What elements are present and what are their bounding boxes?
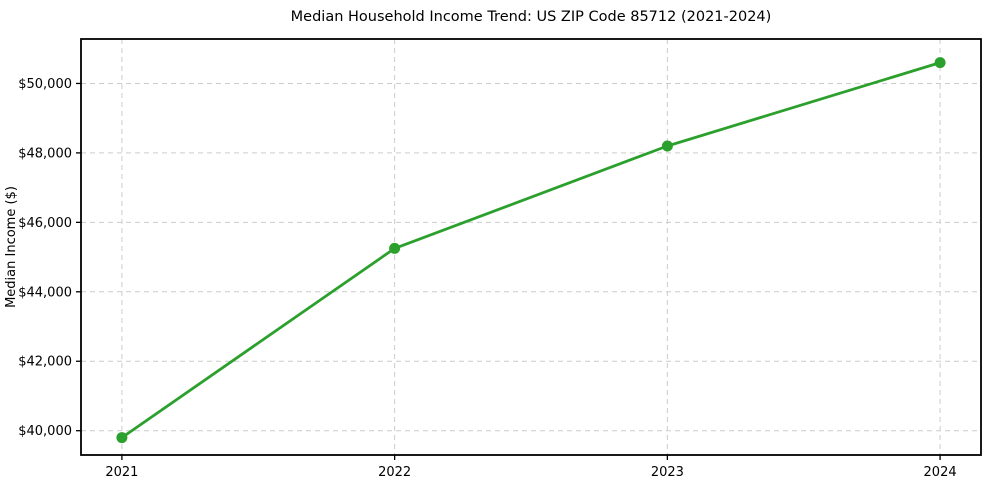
y-tick-label: $46,000 [18, 216, 72, 231]
data-point-marker [661, 140, 673, 152]
data-point-marker [389, 242, 401, 254]
y-axis-label: Median Income ($) [4, 186, 19, 308]
plot-border [80, 38, 982, 456]
y-tick-label: $50,000 [18, 77, 72, 92]
y-tick-label: $48,000 [18, 146, 72, 161]
y-tick-label: $40,000 [18, 424, 72, 439]
x-tick-label: 2023 [651, 465, 684, 480]
x-tick-label: 2022 [378, 465, 411, 480]
y-tick-label: $42,000 [18, 355, 72, 370]
data-series [116, 57, 946, 444]
grid-lines [81, 39, 981, 455]
axes: $40,000 $42,000 $44,000 $46,000 $48,000 $50,0… [18, 38, 982, 480]
x-tick-label: 2024 [924, 465, 957, 480]
data-point-marker [116, 432, 128, 444]
x-tick-label: 2021 [105, 465, 138, 480]
y-tick-label: $44,000 [18, 285, 72, 300]
chart-title: Median Household Income Trend: US ZIP Co… [291, 9, 772, 25]
trend-line [120, 61, 942, 439]
data-point-marker [934, 57, 946, 69]
